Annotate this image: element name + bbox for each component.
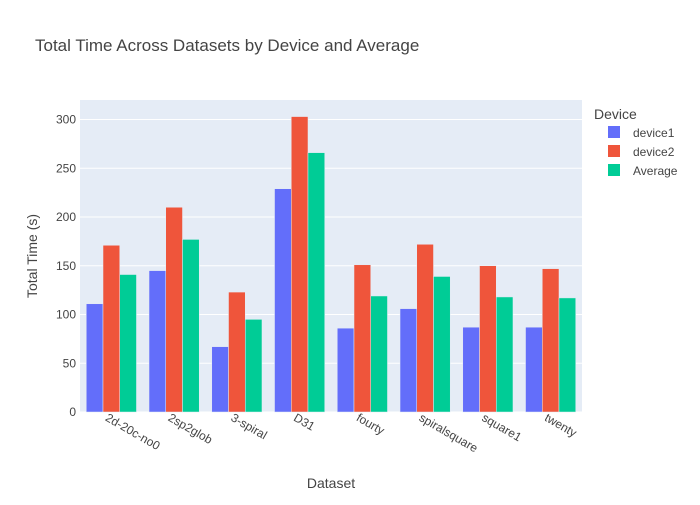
bar-average-2sp2glob[interactable]: [182, 239, 200, 413]
legend[interactable]: Device device1 device2 Average: [594, 106, 678, 178]
bar-device1-2d-20c-no0[interactable]: [86, 303, 104, 413]
legend-item-device1[interactable]: device1: [608, 126, 675, 140]
bar-device2-square1[interactable]: [479, 265, 497, 413]
y-tick-label: 300: [56, 113, 76, 127]
bar-device1-d31[interactable]: [274, 188, 292, 413]
y-tick-label: 100: [56, 308, 76, 322]
bar-average-3-spiral[interactable]: [244, 319, 263, 413]
bar-device2-3-spiral[interactable]: [228, 291, 246, 413]
bar-average-d31[interactable]: [307, 152, 325, 413]
legend-item-average[interactable]: Average: [608, 164, 678, 178]
legend-label: Average: [633, 164, 678, 178]
bar-device2-2d-20c-no0[interactable]: [102, 245, 120, 413]
legend-title: Device: [594, 106, 637, 122]
x-axis-label: Dataset: [307, 475, 355, 491]
bar-device2-twenty[interactable]: [542, 268, 560, 413]
y-tick-label: 200: [56, 210, 76, 224]
y-tick-label: 250: [56, 161, 76, 175]
legend-swatch: [608, 145, 620, 157]
legend-item-device2[interactable]: device2: [608, 145, 675, 159]
bars[interactable]: [86, 116, 576, 413]
y-axis-label: Total Time (s): [24, 214, 40, 298]
bar-device2-fourty[interactable]: [353, 264, 371, 413]
bar-device1-fourty[interactable]: [337, 327, 355, 413]
bar-device1-3-spiral[interactable]: [211, 346, 229, 413]
bar-average-square1[interactable]: [495, 296, 514, 413]
bar-average-2d-20c-no0[interactable]: [119, 274, 137, 413]
y-tick-label: 0: [69, 405, 76, 419]
bar-device1-square1[interactable]: [462, 326, 480, 413]
chart-title: Total Time Across Datasets by Device and…: [35, 36, 419, 55]
bar-device1-2sp2glob[interactable]: [148, 270, 167, 413]
legend-swatch: [608, 164, 620, 176]
bar-device1-spiralsquare[interactable]: [399, 308, 418, 413]
bar-device2-2sp2glob[interactable]: [165, 207, 183, 413]
y-tick-label: 50: [63, 356, 77, 370]
y-axis: 0 50 100 150 200 250 300: [56, 113, 76, 420]
bar-average-spiralsquare[interactable]: [433, 276, 451, 413]
bar-device1-twenty[interactable]: [525, 326, 543, 413]
legend-label: device1: [633, 126, 675, 140]
y-tick-label: 150: [56, 259, 76, 273]
bar-device2-d31[interactable]: [291, 116, 309, 413]
legend-label: device2: [633, 145, 675, 159]
bar-average-twenty[interactable]: [558, 297, 576, 413]
bar-device2-spiralsquare[interactable]: [416, 244, 434, 413]
legend-swatch: [608, 126, 620, 138]
bar-average-fourty[interactable]: [370, 295, 388, 413]
